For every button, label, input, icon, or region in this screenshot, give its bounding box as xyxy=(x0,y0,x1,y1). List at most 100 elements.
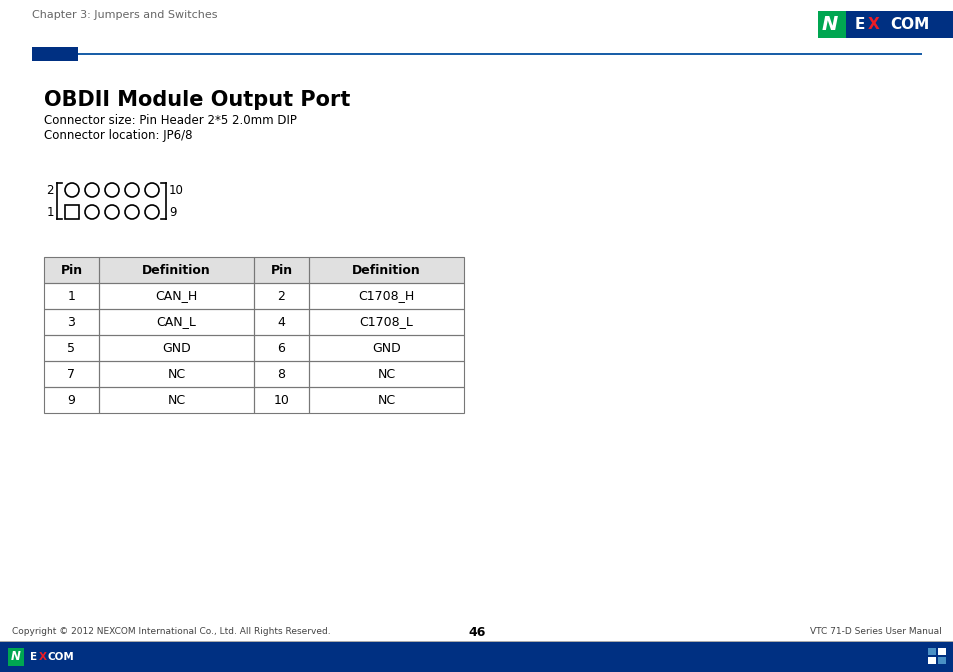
Circle shape xyxy=(125,183,139,197)
Bar xyxy=(309,309,463,335)
Bar xyxy=(253,361,309,387)
Text: 3: 3 xyxy=(68,315,75,329)
Text: C1708_H: C1708_H xyxy=(358,290,415,302)
Bar xyxy=(44,335,99,361)
Bar xyxy=(44,387,99,413)
Circle shape xyxy=(85,183,99,197)
Text: 5: 5 xyxy=(68,341,75,355)
Bar xyxy=(44,283,99,309)
Text: 10: 10 xyxy=(274,394,289,407)
Text: E: E xyxy=(854,17,864,32)
Bar xyxy=(44,257,99,283)
Text: CAN_L: CAN_L xyxy=(156,315,196,329)
Bar xyxy=(99,257,253,283)
Circle shape xyxy=(145,205,159,219)
Bar xyxy=(937,648,945,655)
Text: X: X xyxy=(867,17,879,32)
Text: 7: 7 xyxy=(68,368,75,380)
Text: N: N xyxy=(821,15,838,34)
Text: 4: 4 xyxy=(277,315,285,329)
Bar xyxy=(309,335,463,361)
Bar xyxy=(309,257,463,283)
Text: 6: 6 xyxy=(277,341,285,355)
Bar xyxy=(309,309,463,335)
Bar xyxy=(78,53,921,55)
Bar xyxy=(253,335,309,361)
Bar xyxy=(44,335,99,361)
Bar xyxy=(99,309,253,335)
Bar xyxy=(817,11,847,38)
Text: CAN_H: CAN_H xyxy=(155,290,197,302)
Circle shape xyxy=(125,205,139,219)
Bar xyxy=(937,657,945,664)
Circle shape xyxy=(105,205,119,219)
Bar xyxy=(253,309,309,335)
Bar xyxy=(309,283,463,309)
Circle shape xyxy=(85,205,99,219)
Bar xyxy=(309,361,463,387)
Bar xyxy=(309,335,463,361)
Bar xyxy=(309,387,463,413)
Bar xyxy=(44,387,99,413)
Bar xyxy=(8,648,24,666)
Bar xyxy=(253,335,309,361)
Bar xyxy=(253,257,309,283)
Bar xyxy=(44,361,99,387)
Text: C1708_L: C1708_L xyxy=(359,315,413,329)
Bar xyxy=(99,335,253,361)
Bar xyxy=(65,205,79,219)
Text: 2: 2 xyxy=(277,290,285,302)
Bar xyxy=(253,283,309,309)
Text: NC: NC xyxy=(168,394,186,407)
Text: Pin: Pin xyxy=(270,263,293,276)
Text: 9: 9 xyxy=(169,206,176,218)
Bar xyxy=(99,283,253,309)
Bar xyxy=(253,257,309,283)
Bar xyxy=(253,387,309,413)
Text: COM: COM xyxy=(48,652,74,662)
Bar xyxy=(309,361,463,387)
Bar xyxy=(927,657,935,664)
Text: Definition: Definition xyxy=(142,263,211,276)
Bar xyxy=(253,309,309,335)
Bar xyxy=(253,283,309,309)
Bar xyxy=(99,387,253,413)
Text: Definition: Definition xyxy=(352,263,420,276)
Text: NC: NC xyxy=(377,394,395,407)
Bar xyxy=(845,11,953,38)
Text: 46: 46 xyxy=(468,626,485,638)
Bar xyxy=(44,309,99,335)
Text: OBDII Module Output Port: OBDII Module Output Port xyxy=(44,90,350,110)
Text: NC: NC xyxy=(377,368,395,380)
Bar xyxy=(309,387,463,413)
Bar xyxy=(309,283,463,309)
Bar xyxy=(253,387,309,413)
Text: NC: NC xyxy=(168,368,186,380)
Bar xyxy=(32,47,78,61)
Text: Chapter 3: Jumpers and Switches: Chapter 3: Jumpers and Switches xyxy=(32,10,217,20)
Bar xyxy=(0,642,953,672)
Bar xyxy=(253,361,309,387)
Text: GND: GND xyxy=(162,341,191,355)
Bar xyxy=(927,648,935,655)
Bar xyxy=(44,257,99,283)
Text: 8: 8 xyxy=(277,368,285,380)
Bar xyxy=(99,283,253,309)
Bar xyxy=(44,283,99,309)
Text: 10: 10 xyxy=(169,183,184,196)
Text: VTC 71-D Series User Manual: VTC 71-D Series User Manual xyxy=(809,628,941,636)
Bar xyxy=(20,648,71,666)
Text: E: E xyxy=(30,652,37,662)
Bar xyxy=(99,335,253,361)
Text: 1: 1 xyxy=(47,206,54,218)
Circle shape xyxy=(145,183,159,197)
Bar xyxy=(44,361,99,387)
Text: 9: 9 xyxy=(68,394,75,407)
Circle shape xyxy=(105,183,119,197)
Text: 2: 2 xyxy=(47,183,54,196)
Text: Connector size: Pin Header 2*5 2.0mm DIP: Connector size: Pin Header 2*5 2.0mm DIP xyxy=(44,114,296,127)
Bar xyxy=(99,257,253,283)
Bar xyxy=(99,387,253,413)
Bar xyxy=(0,640,953,642)
Text: COM: COM xyxy=(889,17,928,32)
